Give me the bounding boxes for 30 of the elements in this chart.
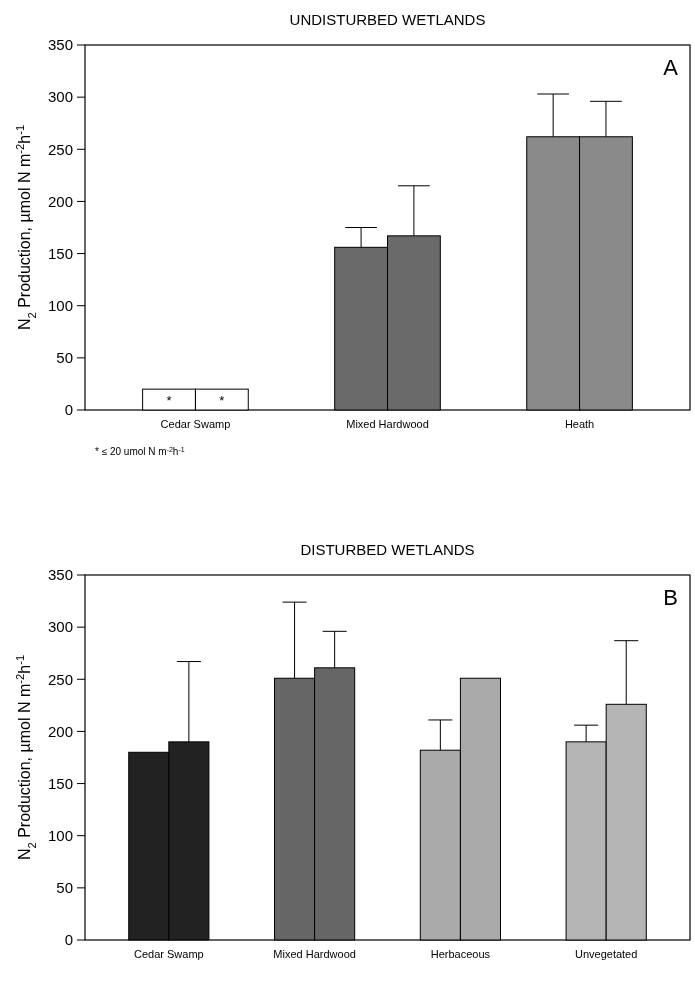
- y-tick-label: 150: [47, 244, 73, 262]
- annotation: A: [663, 55, 679, 80]
- chart-title: DISTURBED WETLANDS: [300, 541, 475, 558]
- y-tick-label: 150: [47, 774, 73, 792]
- text: * ≤ 20 umol N m$^{-2}$h$^{-1}$: [95, 445, 185, 457]
- y-tick-label: 100: [47, 296, 73, 314]
- y-tick-label: 50: [56, 879, 73, 897]
- y-tick-label: 200: [47, 192, 73, 210]
- y-tick-label: 350: [47, 36, 73, 54]
- y-tick-label: 200: [47, 722, 73, 740]
- y-tick-label: 300: [47, 618, 73, 636]
- y-tick-label: 50: [56, 349, 73, 367]
- y-tick-label: 250: [47, 140, 73, 158]
- data-label: *: [219, 392, 225, 408]
- chart-title: UNDISTURBED WETLANDS: [289, 11, 486, 28]
- annotation: B: [663, 585, 678, 610]
- y-tick-label: 0: [64, 931, 73, 949]
- x-tick-label: Cedar Swamp: [160, 418, 231, 430]
- x-tick-label: Heath: [564, 418, 595, 430]
- x-tick-label: Cedar Swamp: [133, 948, 204, 960]
- y-tick-label: 300: [47, 88, 73, 106]
- x-tick-label: Mixed Hardwood: [346, 418, 429, 430]
- x-tick-label: Herbaceous: [430, 948, 491, 960]
- y-tick-label: 0: [64, 401, 73, 419]
- x-tick-label: Unvegetated: [574, 948, 638, 960]
- y-tick-label: 100: [47, 826, 73, 844]
- data-label: *: [166, 392, 172, 408]
- x-tick-label: Mixed Hardwood: [273, 948, 356, 960]
- y-tick-label: 350: [47, 566, 73, 584]
- y-tick-label: 250: [47, 670, 73, 688]
